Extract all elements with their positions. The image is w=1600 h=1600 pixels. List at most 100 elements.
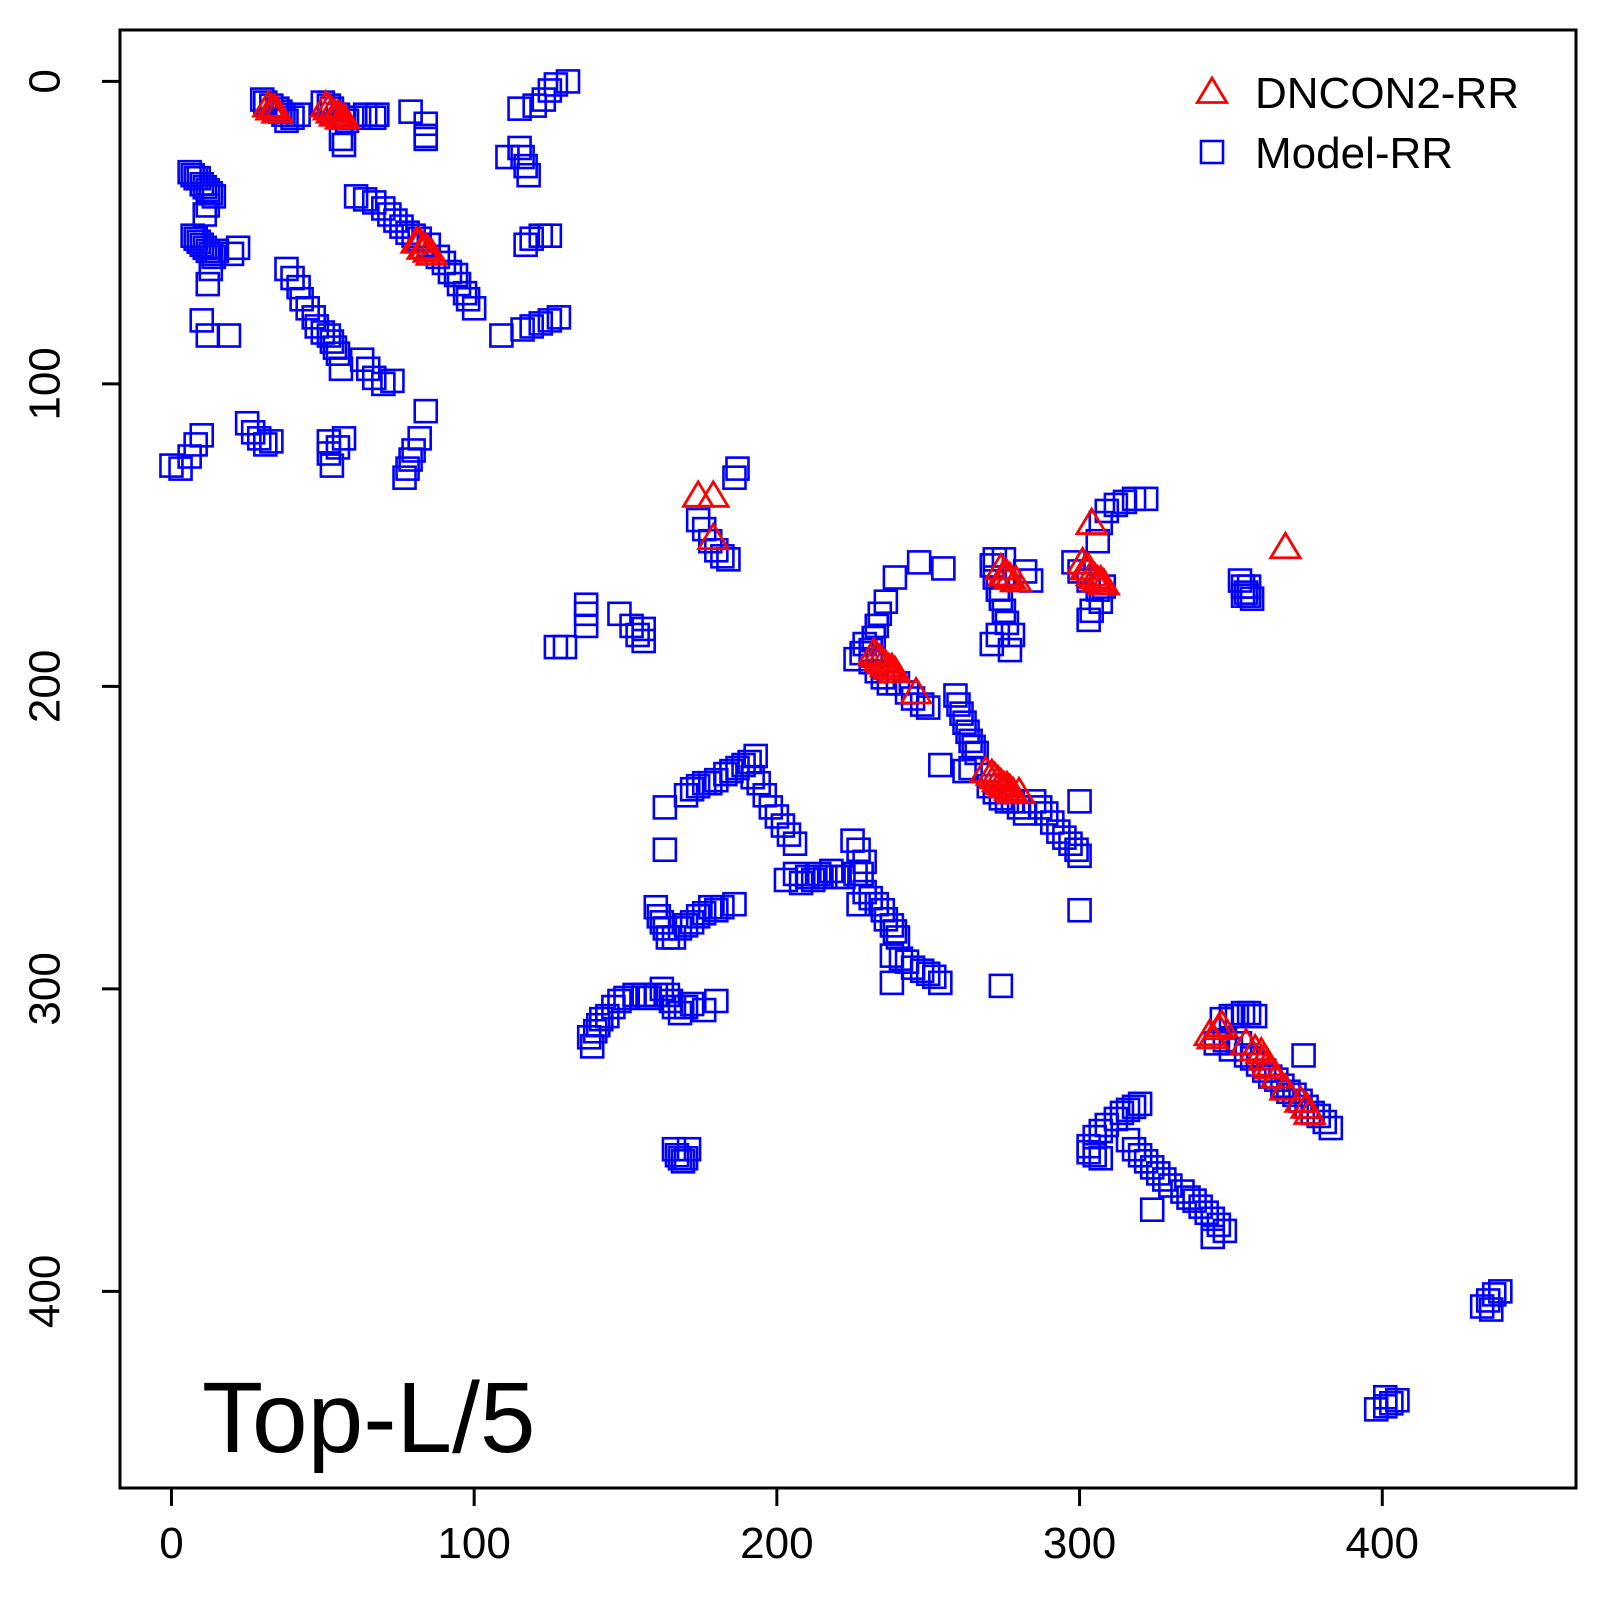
model-rr-point (1076, 607, 1101, 633)
model-rr-point (280, 105, 305, 131)
y-tick-label: 200 (21, 650, 70, 723)
dncon2-rr-point (877, 654, 913, 684)
model-rr-point (352, 187, 378, 212)
model-rr-point (380, 368, 405, 394)
model-rr-point (1478, 1297, 1504, 1322)
model-rr-point (864, 891, 890, 917)
model-rr-point (295, 295, 320, 321)
model-rr-point (928, 752, 953, 778)
x-tick-label: 200 (740, 1519, 813, 1568)
model-rr-point (513, 232, 538, 258)
model-rr-point (921, 964, 947, 990)
dncon2-rr-point (968, 754, 1003, 783)
model-rr-point (1212, 1028, 1238, 1053)
x-tick-label: 400 (1346, 1519, 1419, 1568)
dncon2-rr-point (1074, 506, 1109, 535)
y-tick-label: 0 (21, 69, 70, 93)
model-rr-point (631, 616, 656, 642)
model-rr-point (1082, 1142, 1108, 1168)
model-rr-point (216, 323, 242, 348)
series-dncon2-rr (251, 88, 1327, 1125)
model-rr-point (1064, 837, 1089, 863)
model-rr-point (1085, 528, 1111, 554)
model-rr-point (516, 162, 541, 188)
model-rr-point (519, 226, 544, 252)
model-rr-point (991, 547, 1017, 572)
dncon2-rr-point (326, 101, 362, 130)
model-rr-point (1103, 492, 1129, 518)
x-tick-label: 100 (437, 1519, 510, 1568)
model-rr-point (1488, 1279, 1513, 1304)
model-rr-point (997, 637, 1023, 663)
model-rr-point (585, 1012, 611, 1038)
model-rr-point (219, 241, 245, 267)
model-rr-point (625, 622, 650, 648)
model-rr-point (1379, 1391, 1404, 1416)
model-rr-point (704, 988, 729, 1014)
model-rr-point (331, 132, 357, 158)
model-rr-point (1230, 583, 1256, 608)
model-rr-point (555, 69, 581, 94)
model-rr-point (1094, 498, 1120, 524)
model-rr-point (195, 178, 221, 203)
model-rr-point (879, 970, 905, 996)
model-rr-point (271, 102, 296, 127)
model-rr-point (1127, 1091, 1153, 1117)
dncon2-rr-point (1086, 566, 1121, 596)
model-rr-point (1079, 598, 1104, 624)
model-rr-point (364, 102, 390, 127)
model-rr-point (371, 371, 396, 397)
model-rr-point (331, 426, 357, 451)
model-rr-point (192, 174, 218, 200)
model-rr-point (455, 286, 481, 312)
model-rr-point (452, 280, 478, 306)
model-rr-point (946, 692, 971, 717)
model-rr-point (1236, 1000, 1262, 1026)
model-rr-point (704, 897, 729, 923)
dncon2-rr-point (414, 237, 449, 266)
model-rr-point (943, 683, 968, 708)
model-rr-point (1291, 1043, 1316, 1068)
model-rr-point (1233, 580, 1259, 605)
dncon2-rr-point (1259, 1059, 1294, 1089)
model-rr-point (507, 96, 532, 121)
legend-markers (1194, 75, 1230, 165)
legend-label-dncon2-rr: DNCON2-RR (1255, 69, 1519, 118)
model-rr-point (1000, 622, 1026, 648)
model-rr-point (325, 341, 351, 366)
model-rr-point (355, 356, 381, 382)
model-rr-point (1481, 1282, 1507, 1307)
data-points (159, 69, 1513, 1422)
model-rr-point (607, 988, 632, 1014)
model-rr-point (573, 613, 599, 639)
model-rr-point (909, 692, 935, 717)
model-rr-point (546, 305, 572, 330)
model-rr-point (949, 701, 974, 726)
model-rr-point (958, 755, 983, 781)
model-rr-point (1067, 897, 1092, 923)
model-rr-point (988, 973, 1014, 999)
panel-label: Top-L/5 (202, 1362, 536, 1474)
model-rr-point (1133, 486, 1159, 512)
dncon2-rr-point (1268, 530, 1303, 560)
model-rr-point (882, 565, 908, 590)
model-rr-point (519, 314, 544, 339)
dncon2-rr-point (1268, 1071, 1303, 1101)
dncon2-rr-point (1283, 1084, 1318, 1113)
x-tick-label: 0 (159, 1519, 183, 1568)
dncon2-rr-point (260, 94, 295, 124)
model-rr-point (446, 271, 472, 297)
model-rr-point (1236, 574, 1262, 599)
model-rr-point (1139, 1197, 1165, 1223)
model-rr-point (252, 432, 278, 457)
model-rr-point (928, 970, 953, 996)
model-rr-point (443, 262, 469, 288)
model-rr-point (395, 456, 420, 481)
dncon2-rr-point (1204, 1008, 1240, 1038)
y-tick-label: 100 (21, 347, 70, 420)
dncon2-rr-point (992, 560, 1028, 590)
model-rr-point (413, 126, 439, 152)
model-rr-point (189, 308, 215, 333)
